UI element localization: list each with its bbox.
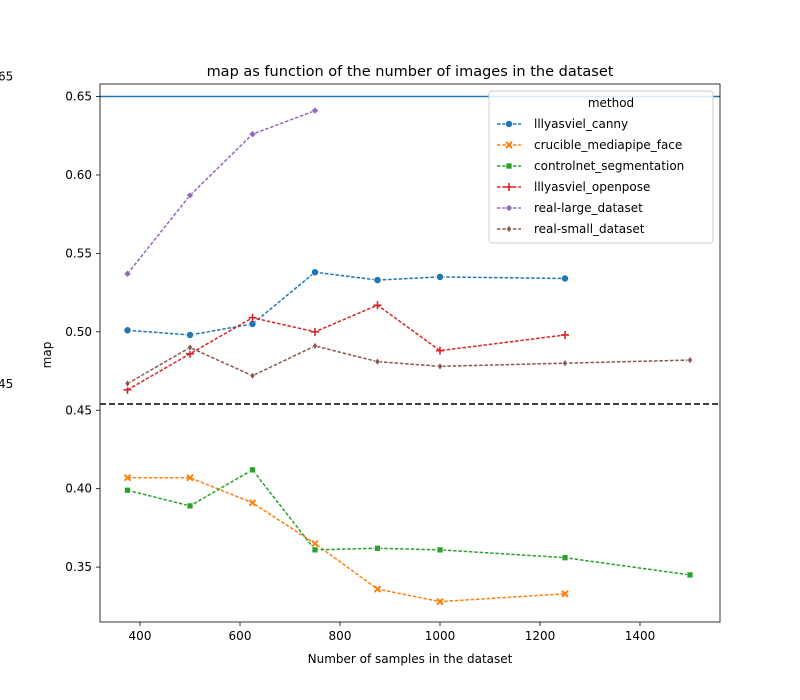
legend-marker — [504, 203, 514, 213]
data-point-lllyasviel_openpose-6 — [436, 346, 444, 355]
data-point-lllyasviel_canny-4 — [311, 268, 319, 277]
data-point-lllyasviel_canny-1 — [123, 326, 132, 335]
legend-label: real-small_dataset — [534, 222, 645, 236]
y-tick-label: 0.65 — [65, 90, 92, 104]
data-point-controlnet_segmentation-8 — [686, 571, 694, 579]
legend-entry-lllyasviel_openpose: lllyasviel_openpose — [497, 180, 650, 194]
y-tick-label: 0.50 — [65, 325, 92, 339]
chart-title: map as function of the number of images … — [207, 64, 614, 80]
data-point-real-small_dataset-3 — [249, 371, 256, 380]
x-tick-label: 400 — [129, 629, 152, 643]
series-line-crucible_mediapipe_face — [127, 476, 566, 603]
legend-marker — [505, 183, 513, 191]
x-tick-label: 1200 — [525, 629, 556, 643]
data-point-controlnet_segmentation-5 — [374, 544, 381, 552]
data-point-crucible_mediapipe_face-2 — [186, 473, 194, 482]
data-point-controlnet_segmentation-2 — [186, 502, 194, 510]
legend-label: lllyasviel_openpose — [534, 180, 650, 194]
legend-marker — [506, 224, 512, 234]
data-point-real-small_dataset-6 — [437, 362, 443, 371]
data-point-real-small_dataset-2 — [187, 343, 193, 352]
data-point-crucible_mediapipe_face-6 — [436, 597, 444, 606]
legend-box — [488, 90, 714, 244]
data-point-lllyasviel_canny-5 — [373, 276, 382, 285]
legend-label: controlnet_segmentation — [534, 159, 684, 173]
series-line-controlnet_segmentation — [127, 468, 691, 576]
series-lllyasviel_openpose — [123, 301, 569, 394]
series-real-large_dataset — [123, 106, 320, 278]
data-point-real-large_dataset-4 — [310, 106, 320, 115]
legend-marker — [505, 162, 513, 170]
data-point-lllyasviel_canny-6 — [436, 272, 444, 281]
series-line-lllyasviel_canny — [127, 271, 566, 336]
legend-marker — [505, 141, 513, 149]
data-point-controlnet_segmentation-7 — [561, 554, 569, 562]
series-crucible_mediapipe_face — [123, 473, 569, 606]
y-axis-label: map — [40, 342, 54, 369]
data-point-lllyasviel_openpose-3 — [248, 313, 257, 322]
legend-entry-controlnet_segmentation: controlnet_segmentation — [497, 159, 684, 173]
legend-entry-crucible_mediapipe_face: crucible_mediapipe_face — [497, 138, 682, 152]
data-point-real-small_dataset-5 — [374, 357, 381, 366]
data-point-crucible_mediapipe_face-5 — [373, 585, 382, 593]
series-real-small_dataset — [124, 341, 693, 388]
y-tick-label: 0.40 — [65, 482, 92, 496]
legend-entry-lllyasviel_canny: lllyasviel_canny — [497, 117, 628, 131]
data-point-controlnet_segmentation-3 — [249, 466, 256, 474]
legend-label: lllyasviel_canny — [534, 117, 628, 131]
data-point-lllyasviel_canny-2 — [186, 331, 194, 339]
data-point-crucible_mediapipe_face-1 — [123, 473, 132, 482]
data-point-crucible_mediapipe_face-7 — [561, 590, 569, 598]
data-point-lllyasviel_openpose-4 — [311, 327, 319, 336]
y-tick-label: 0.55 — [65, 246, 92, 260]
data-point-real-small_dataset-8 — [687, 355, 693, 365]
data-point-real-small_dataset-1 — [124, 379, 131, 388]
x-tick-label: 600 — [229, 629, 252, 643]
data-point-lllyasviel_canny-7 — [561, 274, 569, 283]
plot-frame — [99, 83, 721, 623]
x-tick-label: 1000 — [425, 629, 456, 643]
data-point-controlnet_segmentation-4 — [311, 546, 319, 554]
data-point-lllyasviel_openpose-5 — [373, 301, 382, 310]
series-lllyasviel_canny — [123, 268, 569, 339]
data-point-real-small_dataset-7 — [562, 359, 568, 368]
legend-entry-real-small_dataset: real-small_dataset — [497, 222, 645, 236]
legend-title: method — [588, 96, 634, 110]
data-point-real-large_dataset-2 — [185, 191, 195, 200]
legend-marker — [505, 120, 513, 128]
legend-label: real-large_dataset — [534, 201, 643, 215]
series-line-lllyasviel_openpose — [127, 304, 566, 391]
data-point-real-large_dataset-3 — [248, 130, 257, 139]
x-tick-label: 800 — [329, 629, 352, 643]
x-tick-label: 1400 — [625, 629, 656, 643]
y-tick-label: 0.60 — [65, 168, 92, 182]
data-point-real-small_dataset-4 — [312, 341, 318, 351]
legend-entry-real-large_dataset: real-large_dataset — [497, 201, 643, 215]
reference-line-label-2: 45 — [0, 377, 13, 391]
y-tick-label: 0.45 — [65, 403, 92, 417]
series-line-real-large_dataset — [126, 109, 316, 275]
data-point-lllyasviel_openpose-7 — [561, 330, 569, 339]
data-point-crucible_mediapipe_face-3 — [248, 499, 257, 507]
y-tick-label: 0.35 — [65, 560, 92, 574]
data-point-controlnet_segmentation-1 — [124, 486, 131, 494]
data-point-controlnet_segmentation-6 — [436, 546, 444, 554]
reference-line-label-1: 65 — [0, 70, 13, 84]
legend-label: crucible_mediapipe_face — [534, 138, 682, 152]
x-axis-label: Number of samples in the dataset — [308, 652, 513, 666]
series-controlnet_segmentation — [124, 466, 694, 579]
data-point-real-large_dataset-1 — [123, 269, 132, 278]
series-line-real-small_dataset — [127, 345, 691, 385]
data-point-crucible_mediapipe_face-4 — [311, 539, 319, 548]
